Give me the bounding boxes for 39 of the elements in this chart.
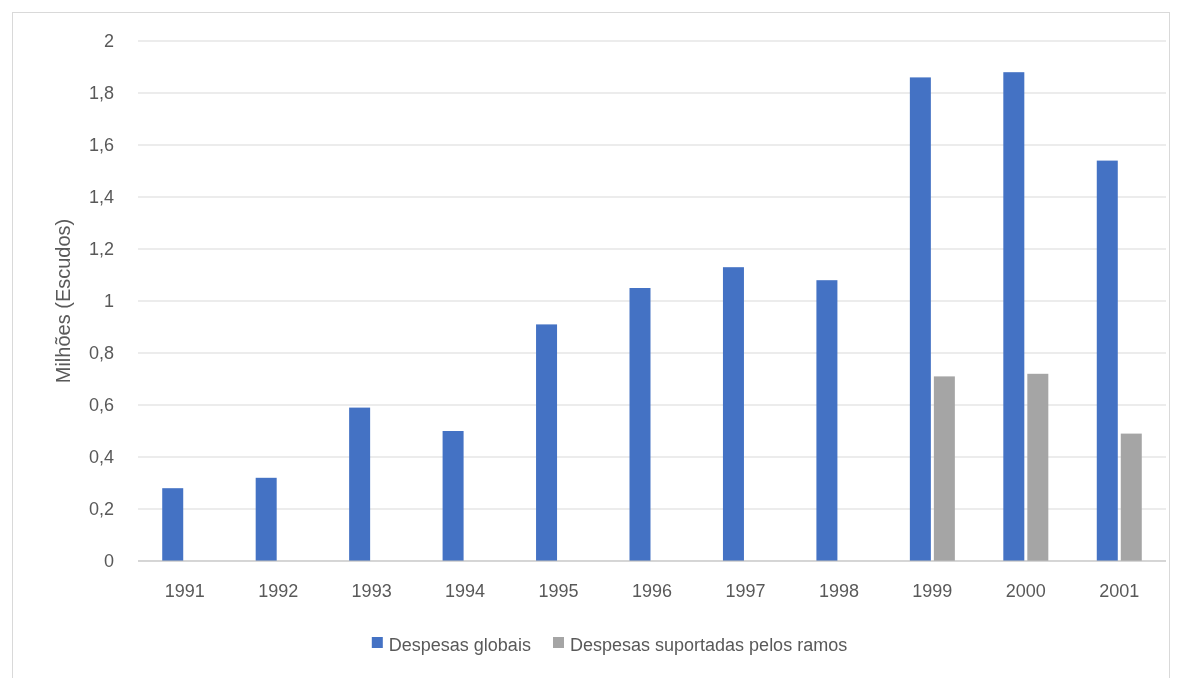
legend-label: Despesas suportadas pelos ramos — [570, 635, 848, 656]
x-tick-label: 1999 — [912, 581, 953, 601]
y-tick-label: 1,2 — [88, 239, 114, 260]
x-tick-label: 1998 — [818, 581, 859, 601]
y-tick-label: 0,2 — [88, 499, 114, 520]
x-tick-label: 1996 — [631, 581, 673, 601]
x-tick-label: 1995 — [538, 581, 579, 601]
bar — [255, 477, 277, 561]
bar — [1003, 72, 1025, 561]
bar — [442, 431, 464, 561]
bar — [162, 488, 184, 561]
y-tick-label: 1 — [103, 291, 114, 312]
bar — [722, 267, 744, 561]
y-tick-label: 1,4 — [88, 187, 114, 208]
y-tick-label: 0,6 — [88, 395, 114, 416]
bar — [1096, 160, 1118, 561]
y-tick-label: 1,8 — [88, 83, 114, 104]
bar — [933, 376, 955, 561]
bar — [1027, 373, 1049, 561]
x-tick-label: 1991 — [164, 581, 205, 601]
bar — [349, 407, 371, 561]
bar — [536, 324, 558, 561]
y-tick-label: 0 — [103, 551, 114, 572]
x-tick-label: 2000 — [1005, 581, 1046, 601]
y-axis-title: Milhões (Escudos) — [52, 218, 74, 384]
bar — [1120, 433, 1142, 561]
x-tick-label: 2001 — [1099, 581, 1140, 601]
x-tick-label: 1997 — [725, 581, 766, 601]
y-tick-label: 0,4 — [88, 447, 114, 468]
x-tick-label: 1992 — [258, 581, 299, 601]
bar — [629, 288, 651, 561]
x-tick-label: 1994 — [445, 581, 486, 601]
y-tick-label: 2 — [103, 31, 114, 52]
y-tick-label: 1,6 — [88, 135, 114, 156]
bar — [816, 280, 838, 561]
y-tick-label: 0,8 — [88, 343, 114, 364]
bar — [909, 77, 931, 561]
x-tick-label: 1993 — [351, 581, 392, 601]
legend-label: Despesas globais — [388, 635, 531, 656]
